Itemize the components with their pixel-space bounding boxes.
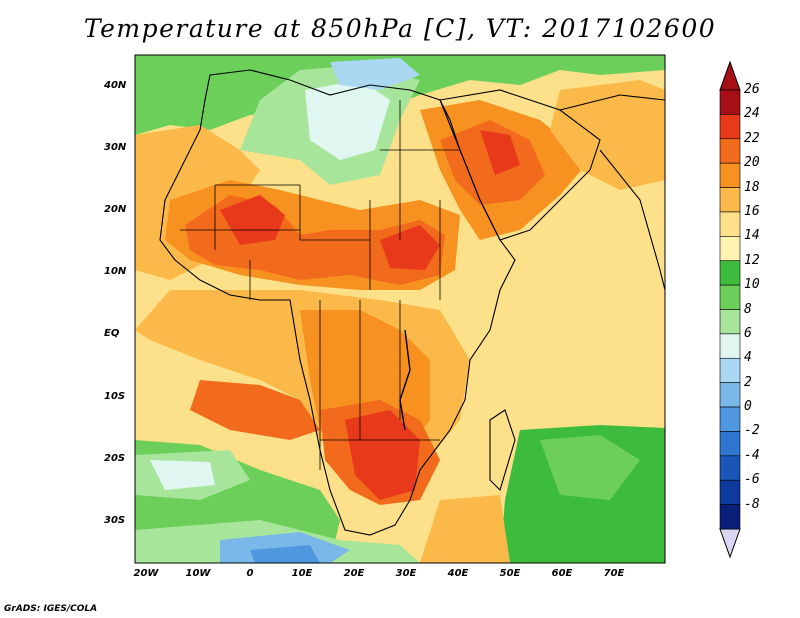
south-east-coast-warm: [420, 495, 510, 563]
arabia-coastline: [439, 89, 601, 241]
colorbar-label: 22: [744, 130, 760, 146]
lon-label-40e: 40E: [447, 568, 469, 579]
colorbar-segment: [719, 260, 741, 286]
colorbar-label: 24: [744, 106, 760, 122]
colorbar-segment: [719, 333, 741, 359]
colorbar-label: -2: [744, 423, 760, 439]
colorbar-label: 4: [744, 350, 752, 366]
colorbar-segment: [719, 504, 741, 530]
lat-label-30n: 30N: [104, 142, 127, 153]
mali-hot-spot: [220, 195, 285, 245]
lon-label-20e: 20E: [343, 568, 365, 579]
colorbar-label: 10: [744, 277, 760, 293]
colorbar-segment: [719, 211, 741, 237]
colorbar-segment: [719, 431, 741, 457]
colorbar-segment: [719, 479, 741, 505]
indian-ocean-cooler: [540, 435, 640, 500]
lat-label-20n: 20N: [104, 204, 127, 215]
colorbar-label: 26: [744, 82, 760, 97]
lat-label-eq: EQ: [104, 328, 120, 339]
lat-label-10n: 10N: [104, 266, 127, 277]
india-coast: [599, 149, 665, 291]
lon-label-0: 0: [246, 568, 254, 579]
madagascar: [489, 409, 516, 492]
lat-label-30s: 30S: [104, 515, 126, 526]
colorbar-bottom-arrow: [719, 528, 741, 559]
mediterranean-cold: [330, 58, 420, 90]
libya-coolest: [305, 80, 390, 160]
colorbar-label: 6: [744, 325, 752, 341]
colorbar-label: 18: [744, 179, 760, 195]
colorbar-label: 16: [744, 203, 760, 219]
lon-label-70e: 70E: [603, 568, 625, 579]
country-borders: [180, 100, 460, 470]
coastlines: [159, 69, 665, 536]
colorbar-segment: [719, 89, 741, 115]
colorbar-top-arrow: [719, 60, 741, 91]
chart-title: Temperature at 850hPa [C], VT: 201710260…: [83, 14, 717, 43]
colorbar-segment: [719, 187, 741, 213]
colorbar-label: 20: [744, 155, 760, 171]
lon-label-10e: 10E: [291, 568, 313, 579]
angola-coast-hot: [190, 380, 320, 440]
colorbar-segment: [719, 284, 741, 310]
lon-label-30e: 30E: [395, 568, 417, 579]
colorbar-segment: [719, 455, 741, 481]
colorbar-label: -8: [744, 496, 760, 512]
lon-label-10w: 10W: [185, 568, 211, 579]
lon-label-20w: 20W: [133, 568, 159, 579]
map-frame: [134, 54, 666, 564]
lat-label-20s: 20S: [104, 453, 126, 464]
colorbar-segment: [719, 357, 741, 383]
colorbar-segment: [719, 236, 741, 262]
lat-label-10s: 10S: [104, 391, 126, 402]
colorbar-segment: [719, 138, 741, 164]
south-atlantic-cold-core: [150, 460, 215, 490]
lon-label-60e: 60E: [551, 568, 573, 579]
colorbar-label: -4: [744, 447, 760, 463]
colorbar-segment: [719, 114, 741, 140]
colorbar-segment: [719, 382, 741, 408]
colorbar: [719, 60, 741, 559]
arabia-hottest: [480, 130, 520, 175]
colorbar-label: -6: [744, 472, 760, 488]
lon-label-50e: 50E: [499, 568, 521, 579]
great-lakes: [399, 329, 411, 431]
southern-africa-hottest: [345, 410, 420, 500]
southern-ocean-coldest: [250, 545, 320, 563]
colorbar-label: 2: [744, 374, 752, 390]
indian-ocean-mild: [470, 240, 665, 425]
colorbar-label: 14: [744, 228, 760, 244]
credit-text: GrADS: IGES/COLA: [4, 604, 98, 614]
colorbar-segment: [719, 406, 741, 432]
south-asia-warm: [550, 80, 665, 190]
colorbar-segment: [719, 162, 741, 188]
colorbar-label: 0: [744, 399, 752, 415]
lat-label-40n: 40N: [104, 80, 127, 91]
asia-coast: [559, 94, 665, 111]
colorbar-segment: [719, 309, 741, 335]
colorbar-label: 12: [744, 252, 760, 268]
sudan-hot-spot: [380, 225, 440, 270]
colorbar-label: 8: [744, 301, 752, 317]
